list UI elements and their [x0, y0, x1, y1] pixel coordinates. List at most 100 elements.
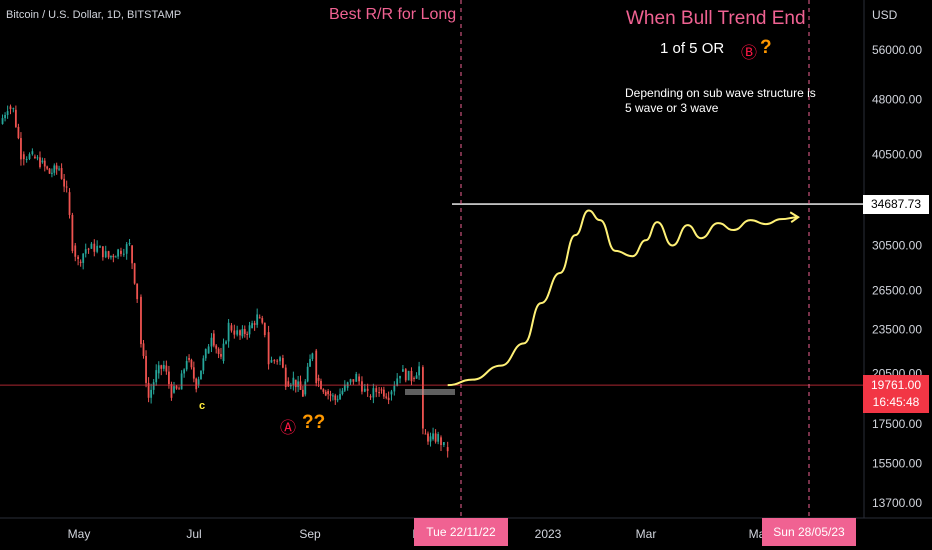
candle-body — [25, 158, 28, 160]
y-axis-ticks: 56000.00 48000.00 40500.00 30500.00 26500.00… — [872, 43, 922, 510]
current-price-tag: 19761.00 16:45:48 — [863, 375, 929, 413]
candle-body — [84, 249, 87, 254]
forecast-arrowhead — [789, 211, 800, 224]
candle-body — [372, 388, 375, 398]
candle-body — [107, 251, 110, 258]
candle-body — [222, 343, 225, 362]
candle-body — [128, 243, 131, 245]
candle-body — [183, 369, 186, 374]
candle-body — [281, 358, 284, 368]
wave-b-question[interactable]: ? — [760, 37, 772, 58]
candle-body — [248, 325, 251, 335]
candle-body — [12, 108, 15, 110]
candle-body — [358, 376, 360, 382]
candle-body — [96, 245, 99, 252]
candle-body — [114, 256, 117, 258]
candle-body — [225, 341, 227, 344]
candle-body — [82, 253, 85, 263]
y-tick-label: 15500.00 — [872, 456, 922, 470]
candle-body — [71, 214, 74, 251]
candle-body — [217, 348, 220, 355]
level-price-tag: 34687.73 — [863, 195, 929, 214]
candle-body — [399, 375, 401, 379]
candle-body — [152, 382, 155, 390]
candle-body — [292, 377, 295, 385]
candle-body — [133, 263, 136, 284]
candle-body — [304, 381, 307, 395]
annotation-best-rr[interactable]: Best R/R for Long — [329, 6, 457, 23]
candle-body — [46, 166, 49, 169]
symbol-title[interactable]: Bitcoin / U.S. Dollar, 1D, BITSTAMP — [6, 9, 182, 21]
candle-body — [317, 378, 320, 381]
candle-body — [20, 138, 22, 160]
forecast-group — [447, 209, 800, 387]
candle-body — [418, 366, 420, 376]
accumulation-box — [405, 389, 455, 395]
wave-c-label[interactable]: c — [199, 400, 206, 412]
candle-body — [446, 447, 449, 452]
candle-body — [6, 111, 9, 116]
candle-body — [210, 337, 213, 347]
y-tick-label: 26500.00 — [872, 284, 922, 298]
candle-body — [334, 395, 337, 400]
x-tick-label: May — [68, 527, 91, 541]
candle-body — [28, 154, 31, 159]
wave-a-marker[interactable]: Ⓐ — [280, 420, 297, 437]
candle-body — [233, 330, 236, 335]
annotation-note[interactable]: Depending on sub wave structure is 5 wav… — [625, 86, 816, 115]
candle-body — [424, 433, 427, 435]
candle-body — [279, 357, 281, 362]
wave-b-marker[interactable]: Ⓑ — [741, 45, 758, 62]
candle-body — [101, 246, 104, 258]
candle-body — [117, 249, 120, 257]
candle-body — [256, 314, 259, 325]
y-tick-label: 40500.00 — [872, 147, 922, 161]
candle-body — [63, 178, 66, 187]
candle-body — [427, 433, 429, 442]
candle-body — [440, 437, 442, 446]
candle-body — [369, 396, 372, 398]
candle-body — [306, 366, 309, 382]
annotation-bull-trend-end[interactable]: When Bull Trend End — [626, 8, 806, 29]
candle-body — [415, 375, 418, 379]
candle-body — [315, 350, 318, 384]
candle-body — [17, 126, 20, 139]
candle-body — [261, 318, 264, 323]
candle-body — [120, 250, 122, 254]
candle-body — [131, 245, 133, 264]
candle-body — [125, 244, 128, 254]
candle-body — [437, 434, 440, 442]
candle-body — [79, 261, 82, 263]
candle-body — [263, 322, 266, 336]
candle-body — [204, 349, 207, 359]
candle-body — [168, 371, 170, 385]
candle-body — [9, 106, 12, 110]
candle-body — [366, 388, 369, 391]
candle-body — [175, 386, 178, 389]
candle-body — [246, 333, 249, 335]
candle-body — [1, 118, 4, 124]
candle-body — [41, 160, 44, 163]
countdown-value: 16:45:48 — [872, 395, 920, 409]
candle-body — [51, 172, 53, 174]
candle-body — [165, 365, 168, 372]
candle-body — [4, 115, 6, 119]
candle-body — [241, 329, 244, 337]
candle-body — [65, 186, 68, 188]
candle-body — [361, 381, 363, 392]
candle-body — [43, 160, 46, 167]
candle-body — [390, 391, 393, 395]
wave-a-questions[interactable]: ?? — [302, 412, 326, 433]
candle-body — [230, 325, 233, 331]
candle-body — [39, 157, 41, 168]
date-tag-start: Tue 22/11/22 — [414, 518, 508, 546]
candle-body — [200, 370, 202, 380]
annotation-one-of-five[interactable]: 1 of 5 OR — [660, 40, 725, 57]
candle-body — [380, 389, 383, 391]
currency-label: USD — [872, 8, 898, 22]
candle-body — [287, 381, 290, 387]
candle-body — [160, 365, 163, 369]
candle-body — [324, 391, 327, 396]
